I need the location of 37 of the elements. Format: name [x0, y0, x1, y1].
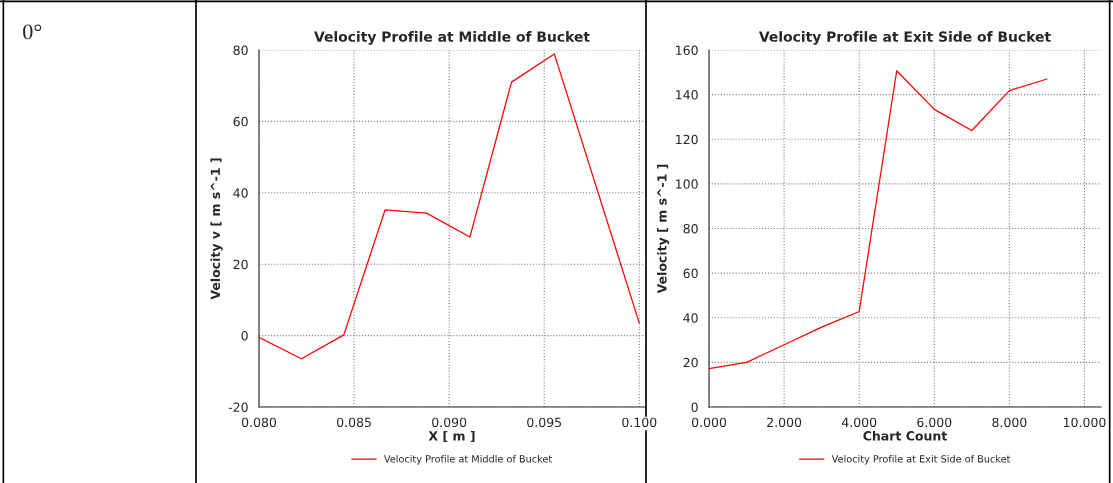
y-tick-label: 20	[683, 357, 698, 368]
y-tick-label: 80	[233, 45, 248, 55]
x-tick-label: 0.090	[432, 417, 467, 428]
y-tick-label: 60	[233, 116, 248, 127]
y-tick-label: 40	[233, 188, 248, 198]
y-tick-label: 100	[676, 179, 698, 189]
legend-label: Velocity Profile at Exit Side of Bucket	[831, 455, 1011, 465]
x-tick-label: 0.080	[241, 417, 277, 428]
x-tick-label: 0.100	[622, 417, 657, 428]
x-tick-label: 10.000	[1063, 417, 1106, 428]
x-tick-label: 0.000	[691, 417, 727, 428]
y-axis-title: Velocity v [ m s^-1 ]	[210, 158, 223, 300]
y-tick-label: -20	[228, 402, 248, 412]
y-tick-label: 60	[683, 268, 698, 279]
y-tick-label: 120	[676, 134, 698, 145]
y-tick-label: 20	[233, 259, 248, 270]
y-tick-label: 40	[683, 313, 698, 323]
line-series	[259, 53, 640, 360]
x-axis-title: Chart Count	[863, 430, 947, 441]
chart-title: Velocity Profile at Exit Side of Bucket	[758, 31, 1051, 45]
x-tick-label: 6.000	[917, 417, 952, 428]
y-axis-title: Velocity [ m s^-1 ]	[656, 164, 670, 294]
y-tick-label: 80	[683, 223, 698, 234]
x-tick-label: 2.000	[767, 417, 802, 428]
y-tick-label: 0	[241, 331, 248, 341]
chart-title: Velocity Profile at Middle of Bucket	[314, 31, 590, 45]
y-tick-label: 160	[676, 45, 698, 55]
line-series	[709, 70, 1048, 370]
x-tick-label: 4.000	[841, 417, 877, 428]
text: 0°	[23, 24, 42, 40]
x-axis-title: X [ m ]	[428, 430, 475, 443]
legend-label: Velocity Profile at Middle of Bucket	[383, 455, 552, 465]
x-tick-label: 8.000	[992, 417, 1027, 428]
x-tick-label: 0.085	[337, 417, 371, 428]
y-tick-label: 0	[691, 402, 698, 412]
y-tick-label: 140	[676, 90, 698, 100]
x-tick-label: 0.095	[527, 417, 562, 428]
